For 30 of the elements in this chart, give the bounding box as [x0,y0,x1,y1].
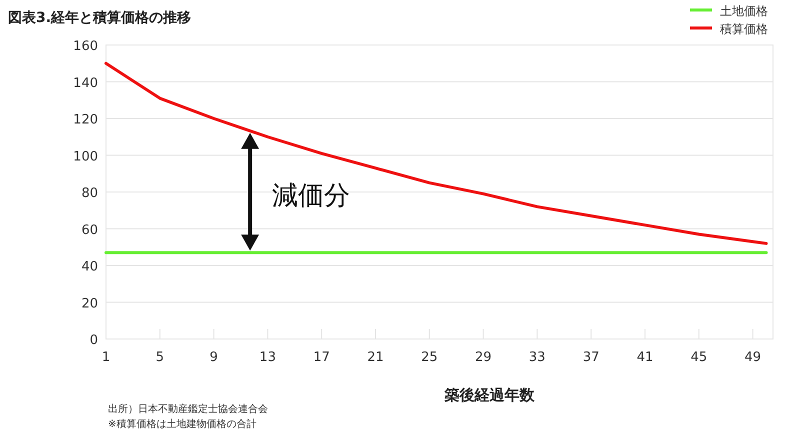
x-tick-label: 37 [582,350,600,365]
y-tick-label: 80 [81,186,98,201]
x-tick-label: 21 [367,350,384,365]
x-tick-label: 45 [690,350,708,365]
y-tick-label: 160 [73,39,98,54]
x-tick-label: 29 [475,350,492,365]
y-tick-label: 140 [73,76,98,91]
x-axis-title: 築後経過年数 [444,386,536,404]
x-tick-label: 9 [210,350,218,365]
legend-label: 積算価格 [720,22,768,36]
x-tick-label: 1 [102,350,110,365]
y-tick-label: 60 [81,222,98,238]
y-tick-label: 0 [90,333,98,348]
x-tick-label: 17 [313,350,330,365]
y-tick-label: 100 [73,149,98,164]
annotation: 減価分 [272,180,350,211]
x-tick-label: 13 [259,350,276,365]
x-tick-label: 5 [156,350,164,365]
text: 出所）日本不動産鑑定士協会連合会 [108,403,268,415]
x-tick-label: 41 [636,350,654,365]
x-tick-label: 49 [744,350,762,365]
x-tick-label: 25 [421,350,438,365]
y-tick-label: 120 [73,112,98,128]
text: ※積算価格は土地建物価格の合計 [108,418,256,430]
chart-title: 図表3.経年と積算価格の推移 [8,10,192,26]
x-tick-label: 33 [528,350,546,365]
line-series [104,62,768,245]
y-tick-label: 40 [81,260,98,274]
y-tick-label: 20 [81,296,98,312]
legend-label: 土地価格 [720,4,768,18]
